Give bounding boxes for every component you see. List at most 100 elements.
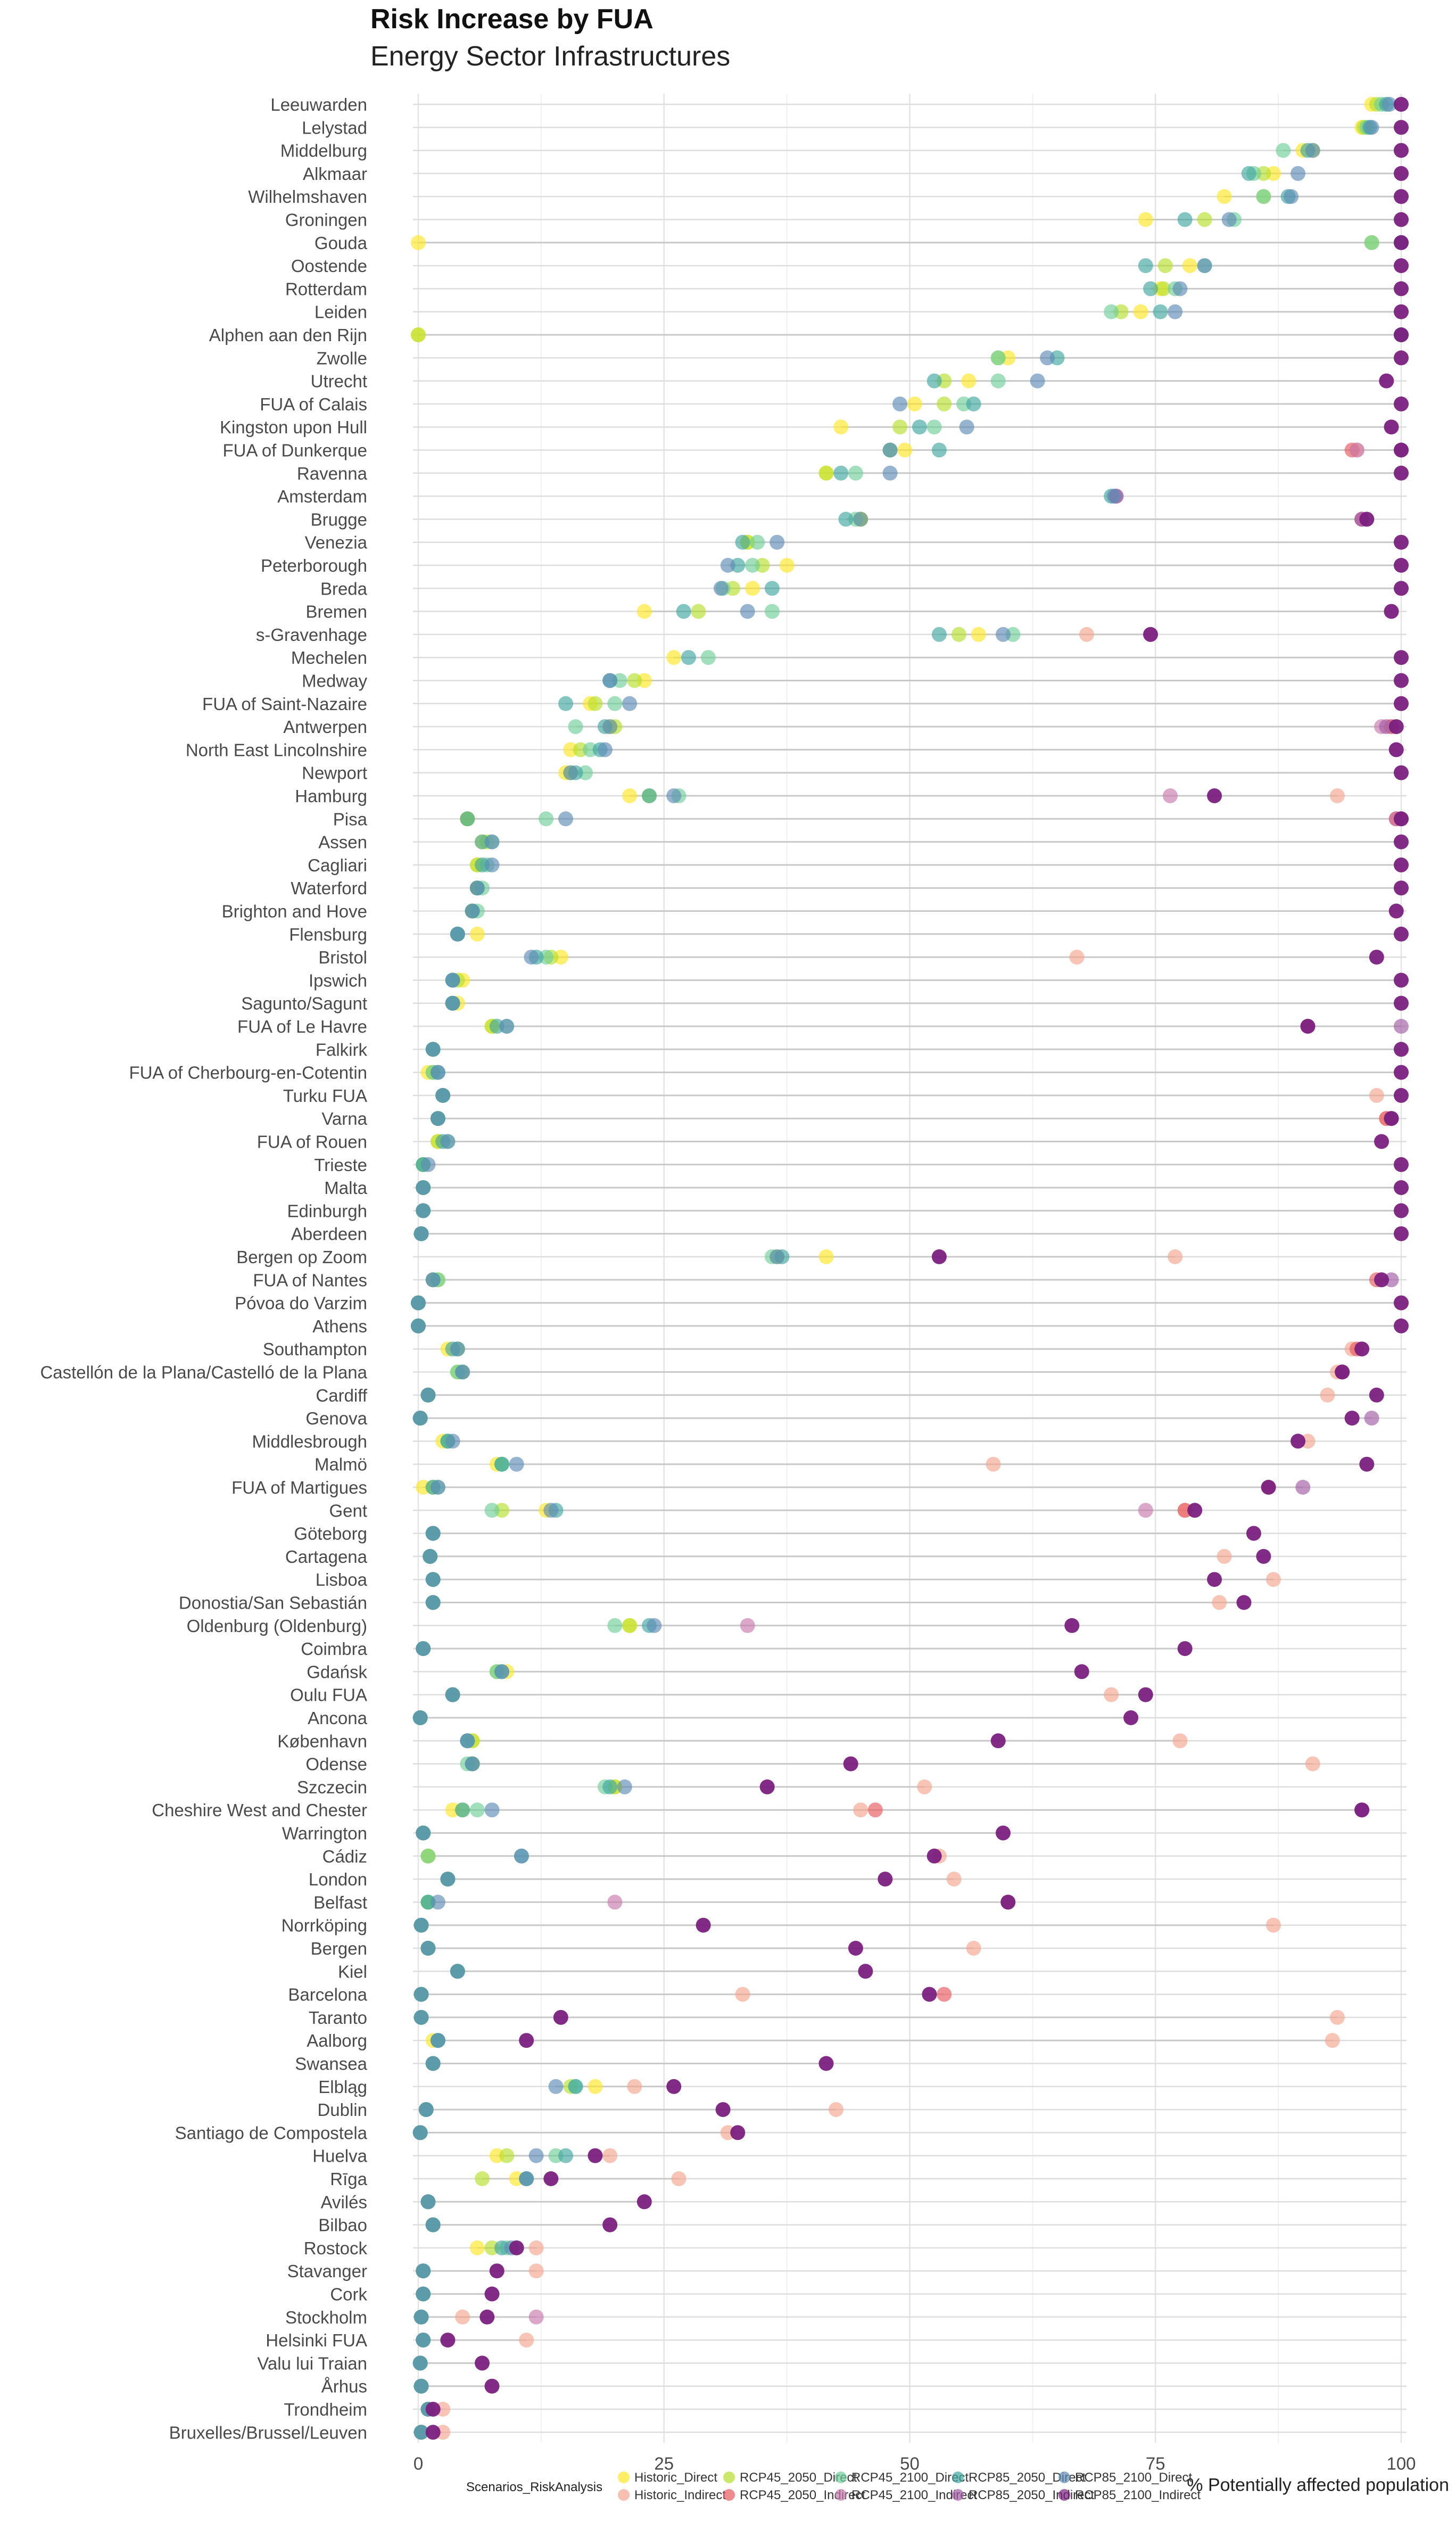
point-rcp85-2100-direct[interactable]: [713, 581, 729, 596]
point-rcp85-2100-direct[interactable]: [445, 1687, 460, 1702]
point-historic-direct[interactable]: [666, 650, 682, 665]
legend-item[interactable]: RCP45_2100_Direct: [835, 2470, 969, 2485]
point-rcp85-2100-indirect[interactable]: [1394, 581, 1409, 596]
point-historic-indirect[interactable]: [1265, 1572, 1281, 1587]
point-rcp85-2100-direct[interactable]: [484, 1802, 500, 1818]
point-rcp85-2100-direct[interactable]: [1106, 489, 1122, 504]
point-rcp85-2100-direct[interactable]: [519, 2171, 534, 2186]
point-rcp45-2100-direct[interactable]: [420, 1848, 436, 1864]
point-rcp85-2100-indirect[interactable]: [1394, 650, 1409, 665]
point-rcp85-2100-direct[interactable]: [440, 1134, 456, 1149]
point-rcp85-2050-direct[interactable]: [558, 696, 574, 711]
point-rcp85-2100-direct[interactable]: [465, 903, 480, 919]
point-rcp85-2100-indirect[interactable]: [1335, 1364, 1350, 1380]
point-rcp85-2100-indirect[interactable]: [1394, 1295, 1409, 1311]
point-rcp85-2050-direct[interactable]: [912, 419, 927, 435]
point-rcp45-2100-direct[interactable]: [926, 419, 942, 435]
point-rcp45-2050-direct[interactable]: [475, 2171, 490, 2186]
point-rcp85-2100-indirect[interactable]: [1143, 627, 1159, 642]
point-rcp85-2100-indirect[interactable]: [543, 2171, 559, 2186]
point-rcp85-2100-indirect[interactable]: [1394, 880, 1409, 896]
point-rcp45-2050-direct[interactable]: [691, 604, 706, 619]
point-historic-direct[interactable]: [636, 604, 652, 619]
point-rcp85-2100-indirect[interactable]: [1394, 995, 1409, 1011]
point-rcp85-2100-indirect[interactable]: [553, 2009, 568, 2025]
point-rcp85-2100-indirect[interactable]: [1394, 235, 1409, 250]
point-rcp85-2050-direct[interactable]: [926, 373, 942, 389]
point-rcp85-2050-direct[interactable]: [460, 811, 475, 827]
point-rcp45-2100-direct[interactable]: [750, 534, 765, 550]
point-rcp85-2100-direct[interactable]: [445, 995, 460, 1011]
point-rcp85-2100-direct[interactable]: [1290, 166, 1306, 181]
point-rcp85-2100-indirect[interactable]: [1394, 1088, 1409, 1103]
point-rcp85-2050-direct[interactable]: [833, 465, 849, 481]
point-rcp85-2100-direct[interactable]: [425, 1572, 441, 1587]
point-rcp85-2100-direct[interactable]: [412, 2125, 428, 2140]
point-rcp85-2100-indirect[interactable]: [818, 2056, 834, 2071]
point-historic-direct[interactable]: [622, 788, 638, 803]
point-rcp85-2100-indirect[interactable]: [1207, 788, 1222, 803]
point-rcp85-2100-direct[interactable]: [425, 2056, 441, 2071]
point-rcp85-2050-direct[interactable]: [1138, 258, 1153, 274]
point-rcp85-2100-indirect[interactable]: [1394, 834, 1409, 850]
point-rcp85-2100-indirect[interactable]: [1394, 857, 1409, 872]
point-rcp45-2100-direct[interactable]: [700, 650, 716, 665]
legend-item[interactable]: RCP85_2050_Indirect: [952, 2488, 1094, 2502]
point-rcp85-2100-direct[interactable]: [484, 834, 500, 850]
point-rcp85-2100-indirect[interactable]: [602, 2217, 618, 2232]
point-rcp85-2100-indirect[interactable]: [1074, 1664, 1089, 1679]
point-historic-indirect[interactable]: [917, 1779, 932, 1794]
point-rcp85-2100-indirect[interactable]: [479, 2309, 495, 2325]
point-rcp85-2100-indirect[interactable]: [1394, 673, 1409, 688]
point-rcp85-2100-indirect[interactable]: [1384, 604, 1399, 619]
point-rcp45-2100-indirect[interactable]: [1162, 788, 1178, 803]
point-rcp45-2050-direct[interactable]: [937, 396, 952, 411]
point-rcp85-2100-indirect[interactable]: [1394, 442, 1409, 458]
point-rcp85-2100-indirect[interactable]: [1394, 1318, 1409, 1333]
point-rcp85-2100-indirect[interactable]: [1187, 1503, 1203, 1518]
point-rcp45-2100-direct[interactable]: [764, 604, 780, 619]
point-historic-direct[interactable]: [818, 1249, 834, 1264]
point-rcp85-2100-indirect[interactable]: [1384, 419, 1399, 435]
point-rcp85-2100-direct[interactable]: [558, 811, 574, 827]
point-rcp85-2100-indirect[interactable]: [1394, 1226, 1409, 1241]
point-historic-direct[interactable]: [1138, 212, 1153, 227]
point-rcp85-2100-indirect[interactable]: [475, 2355, 490, 2371]
point-rcp85-2100-direct[interactable]: [514, 1848, 529, 1864]
point-rcp85-2100-direct[interactable]: [1197, 258, 1212, 274]
point-rcp45-2100-direct[interactable]: [568, 719, 583, 735]
point-rcp85-2100-direct[interactable]: [469, 880, 485, 896]
point-rcp85-2100-direct[interactable]: [853, 512, 868, 527]
point-historic-indirect[interactable]: [602, 2148, 618, 2163]
point-rcp85-2100-indirect[interactable]: [1394, 327, 1409, 342]
point-rcp45-2100-direct[interactable]: [990, 373, 1006, 389]
point-rcp85-2100-indirect[interactable]: [1354, 1802, 1370, 1818]
point-rcp85-2100-direct[interactable]: [425, 1042, 441, 1057]
point-rcp85-2050-direct[interactable]: [764, 581, 780, 596]
point-rcp85-2050-indirect[interactable]: [1394, 1019, 1409, 1034]
point-rcp85-2100-indirect[interactable]: [1394, 1157, 1409, 1172]
point-historic-indirect[interactable]: [966, 1941, 981, 1956]
point-historic-indirect[interactable]: [1329, 788, 1345, 803]
point-rcp85-2100-indirect[interactable]: [848, 1941, 863, 1956]
point-historic-direct[interactable]: [744, 581, 760, 596]
point-rcp85-2100-direct[interactable]: [416, 1641, 431, 1657]
point-historic-direct[interactable]: [779, 558, 795, 573]
point-rcp85-2100-direct[interactable]: [543, 1503, 559, 1518]
point-historic-indirect[interactable]: [735, 1987, 750, 2002]
point-historic-indirect[interactable]: [455, 2309, 470, 2325]
point-rcp85-2100-direct[interactable]: [413, 2378, 429, 2394]
point-rcp85-2100-indirect[interactable]: [425, 2425, 441, 2440]
point-rcp85-2100-indirect[interactable]: [440, 2333, 456, 2348]
point-rcp85-2100-direct[interactable]: [413, 2425, 429, 2440]
point-rcp45-2050-direct[interactable]: [1197, 212, 1212, 227]
point-rcp85-2100-indirect[interactable]: [1394, 143, 1409, 158]
point-rcp85-2100-direct[interactable]: [413, 1987, 429, 2002]
point-rcp45-2050-indirect[interactable]: [937, 1987, 952, 2002]
point-rcp85-2100-indirect[interactable]: [484, 2286, 500, 2302]
point-rcp85-2100-indirect[interactable]: [1394, 696, 1409, 711]
point-rcp85-2100-direct[interactable]: [430, 1065, 445, 1080]
point-rcp85-2100-indirect[interactable]: [1369, 1387, 1384, 1403]
point-rcp85-2100-direct[interactable]: [484, 857, 500, 872]
point-rcp85-2100-indirect[interactable]: [1388, 903, 1404, 919]
